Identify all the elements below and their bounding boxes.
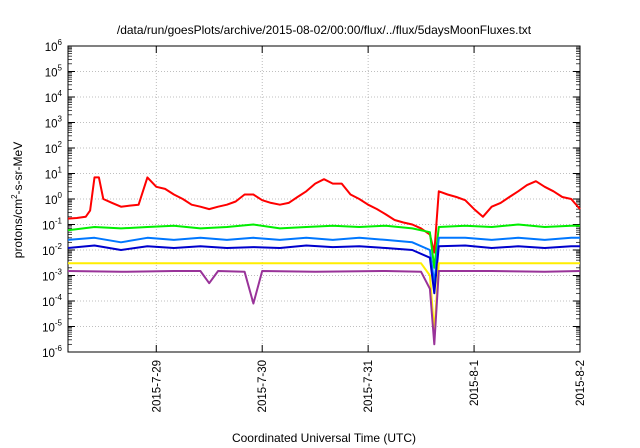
y-tick-label: 102 [45, 140, 63, 156]
chart-title: /data/run/goesPlots/archive/2015-08-02/0… [117, 23, 532, 37]
y-tick-label: 105 [45, 64, 63, 80]
y-tick-label: 10-6 [42, 344, 62, 360]
x-tick-label: 2015-7-29 [151, 360, 163, 412]
grid-lines [68, 46, 580, 352]
y-tick-label: 10-1 [42, 217, 62, 233]
x-tick-label: 2015-7-31 [363, 360, 375, 412]
y-tick-label: 106 [45, 38, 63, 54]
x-tick-label: 2015-8-2 [575, 360, 587, 406]
data-series [67, 176, 581, 346]
y-tick-label: 10-5 [42, 319, 62, 335]
series-line-4 [67, 244, 580, 295]
y-tick-label: 100 [45, 191, 63, 207]
x-axis-title: Coordinated Universal Time (UTC) [232, 431, 416, 445]
y-tick-label: 10-3 [42, 268, 62, 284]
series-line-6 [67, 270, 581, 346]
y-tick-label: 10-4 [42, 293, 62, 309]
x-tick-label: 2015-8-1 [469, 360, 481, 406]
x-tick-label: 2015-7-30 [257, 360, 269, 412]
series-line-1 [67, 176, 581, 254]
y-tick-label: 101 [45, 166, 63, 182]
axis-ticks: 106 105 104 103 102 101 100 10-1 10-2 10-3 10-4 10-… [42, 38, 587, 412]
y-axis-title: protons/cm2-s-sr-MeV [10, 142, 25, 258]
series-line-3 [67, 236, 580, 285]
y-tick-label: 104 [45, 89, 63, 105]
series-line-2 [67, 223, 580, 269]
y-tick-label: 103 [45, 115, 63, 131]
series-line-5 [68, 262, 580, 334]
y-tick-label: 10-2 [42, 242, 62, 258]
